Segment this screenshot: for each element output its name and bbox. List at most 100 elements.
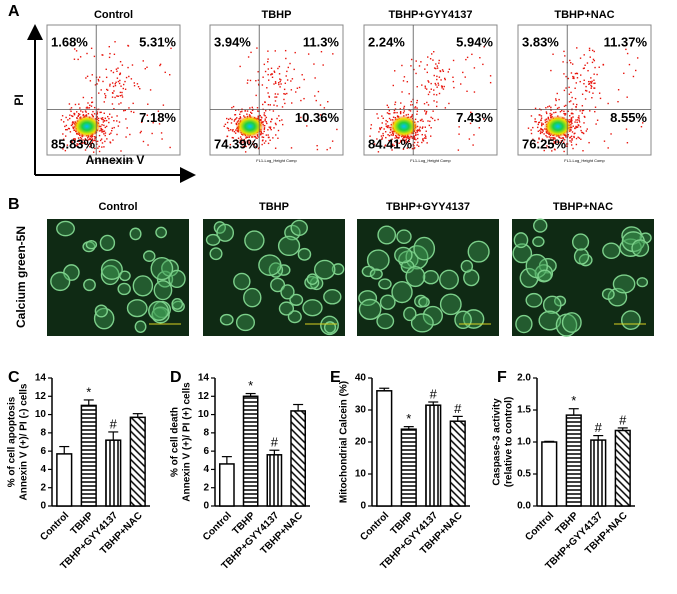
- y-tick-label: 12: [35, 391, 47, 402]
- event-dot: [281, 106, 284, 108]
- event-dot: [416, 131, 419, 133]
- event-dot: [414, 118, 417, 121]
- event-dot: [101, 118, 103, 121]
- event-dot: [394, 134, 397, 137]
- event-dot: [296, 87, 299, 89]
- event-dot: [276, 117, 278, 120]
- event-dot: [256, 135, 259, 137]
- event-dot: [385, 119, 387, 122]
- event-dot: [246, 136, 249, 139]
- event-dot: [382, 117, 384, 120]
- event-dot: [293, 68, 295, 71]
- event-dot: [264, 70, 267, 73]
- y-tick-label: 8: [203, 427, 209, 438]
- event-dot: [246, 82, 249, 84]
- event-dot: [575, 119, 577, 121]
- event-dot: [303, 78, 305, 81]
- event-dot: [553, 140, 555, 143]
- event-dot: [385, 136, 387, 139]
- cell: [233, 272, 251, 291]
- cell: [243, 287, 262, 308]
- event-dot: [439, 70, 442, 73]
- quadrant-percent: 11.3%: [303, 34, 340, 49]
- significance-marker: #: [110, 416, 118, 431]
- event-dot: [414, 107, 416, 109]
- event-dot: [436, 101, 438, 103]
- event-dot: [582, 131, 584, 134]
- event-dot: [322, 64, 324, 66]
- event-dot: [541, 123, 543, 126]
- event-dot: [403, 107, 405, 109]
- event-dot: [89, 137, 91, 139]
- event-dot: [91, 97, 93, 99]
- event-dot: [127, 45, 130, 47]
- event-dot: [265, 140, 267, 142]
- event-dot: [569, 115, 571, 117]
- event-dot: [625, 48, 627, 51]
- cell: [366, 249, 390, 271]
- event-dot: [98, 145, 100, 148]
- event-dot: [82, 111, 84, 113]
- event-dot: [555, 99, 557, 102]
- cell: [258, 254, 282, 276]
- event-dot: [88, 138, 91, 140]
- event-dot: [623, 72, 625, 75]
- cell: [323, 288, 342, 305]
- event-dot: [91, 141, 93, 144]
- event-dot: [411, 137, 414, 139]
- event-dot: [224, 123, 227, 126]
- event-dot: [471, 53, 473, 56]
- event-dot: [559, 141, 561, 144]
- event-dot: [300, 99, 302, 102]
- event-dot: [245, 136, 248, 138]
- event-dot: [541, 138, 544, 140]
- density-core: [543, 115, 572, 138]
- event-dot: [442, 70, 445, 73]
- event-dot: [255, 137, 257, 139]
- quadrant-percent: 84.41%: [368, 136, 413, 151]
- event-dot: [76, 145, 78, 147]
- event-dot: [386, 112, 389, 114]
- event-dot: [245, 145, 247, 148]
- event-dot: [113, 119, 115, 122]
- event-dot: [69, 117, 71, 120]
- event-dot: [91, 114, 94, 117]
- stain-label: Calcium green-5N: [14, 226, 28, 328]
- event-dot: [558, 106, 560, 109]
- significance-marker: *: [86, 384, 91, 399]
- event-dot: [576, 119, 579, 121]
- event-dot: [260, 133, 262, 135]
- event-dot: [410, 100, 413, 103]
- event-dot: [289, 62, 291, 65]
- event-dot: [120, 150, 122, 152]
- event-dot: [323, 107, 326, 109]
- event-dot: [139, 87, 141, 90]
- event-dot: [554, 137, 556, 139]
- event-dot: [539, 132, 542, 135]
- event-dot: [427, 104, 430, 106]
- cell: [418, 296, 430, 308]
- plot-frame: [46, 24, 181, 156]
- event-dot: [380, 126, 383, 129]
- cell: [369, 268, 383, 280]
- event-dot: [565, 136, 567, 138]
- event-dot: [128, 75, 130, 78]
- event-dot: [108, 121, 110, 124]
- event-dot: [393, 112, 395, 114]
- event-dot: [255, 80, 257, 82]
- event-dot: [460, 83, 462, 85]
- event-dot: [576, 72, 579, 75]
- event-dot: [590, 81, 593, 84]
- event-dot: [448, 102, 450, 105]
- event-dot: [416, 137, 419, 140]
- event-dot: [98, 134, 101, 137]
- event-dot: [95, 114, 98, 116]
- event-dot: [635, 69, 637, 72]
- event-dot: [68, 127, 71, 130]
- event-dot: [551, 113, 553, 115]
- event-dot: [466, 90, 468, 92]
- event-dot: [570, 121, 573, 123]
- event-dot: [231, 118, 233, 121]
- event-dot: [417, 145, 420, 147]
- event-dot: [125, 76, 128, 79]
